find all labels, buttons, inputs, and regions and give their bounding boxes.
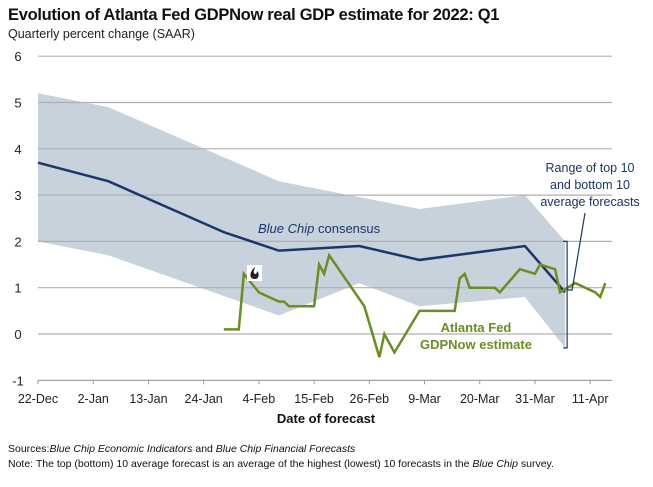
sources-label: Sources: (8, 443, 50, 455)
bluechip-label-rest: consensus (314, 221, 380, 236)
y-tick-label: 6 (14, 49, 21, 64)
range-annotation: and bottom 10 (550, 178, 630, 192)
x-tick-label: 31-Mar (515, 392, 555, 406)
x-tick-label: 22-Dec (18, 392, 58, 406)
bluechip-consensus-line (37, 161, 567, 294)
range-annotation: Range of top 10 (546, 161, 635, 175)
sources-and: and (192, 443, 216, 455)
y-tick-label: 3 (14, 188, 21, 203)
bluechip-label: Blue Chip consensus (258, 221, 381, 236)
x-tick-label: 11-Apr (572, 392, 609, 406)
y-tick-label: 5 (14, 96, 21, 111)
sources-note: Sources:Blue Chip Economic Indicators an… (8, 443, 355, 455)
y-tick-label: 0 (14, 327, 21, 342)
y-tick-label: 2 (14, 234, 21, 249)
x-tick-label: 2-Jan (78, 392, 109, 406)
x-tick-label: 13-Jan (129, 392, 167, 406)
footnote: Note: The top (bottom) 10 average foreca… (8, 458, 554, 470)
x-tick-label: 4-Feb (243, 392, 276, 406)
x-axis-label: Date of forecast (277, 411, 376, 426)
note-italic: Blue Chip (472, 458, 518, 470)
gdpnow-line (223, 252, 607, 358)
x-tick-label: 24-Jan (185, 392, 223, 406)
y-tick-label: 1 (14, 281, 21, 296)
flame-icon (250, 267, 259, 279)
sources-2: Blue Chip Financial Forecasts (215, 443, 356, 455)
x-tick-label: 20-Mar (460, 392, 500, 406)
forecast-range-band (38, 93, 566, 348)
gdpnow-label-line1: Atlanta Fed (441, 320, 512, 335)
flame-icon-box (247, 265, 262, 281)
chart-title: Evolution of Atlanta Fed GDPNow real GDP… (8, 6, 500, 24)
chart-subtitle: Quarterly percent change (SAAR) (8, 27, 195, 41)
note-end: survey. (517, 458, 554, 470)
bluechip-label-italic: Blue Chip (258, 221, 314, 236)
x-tick-label: 9-Mar (408, 392, 441, 406)
x-tick-label: 26-Feb (350, 392, 390, 406)
x-tick-label: 15-Feb (294, 392, 334, 406)
gdpnow-label-line2: GDPNow estimate (420, 337, 532, 352)
range-bracket (563, 240, 568, 349)
y-tick-label: -1 (12, 373, 24, 388)
note-label: Note: (8, 458, 34, 470)
sources-1: Blue Chip Economic Indicators (49, 443, 193, 455)
range-callout-line (567, 212, 586, 291)
note-text: The top (bottom) 10 average forecast is … (33, 458, 473, 470)
y-tick-label: 4 (14, 142, 21, 157)
range-annotation: average forecasts (540, 195, 639, 209)
